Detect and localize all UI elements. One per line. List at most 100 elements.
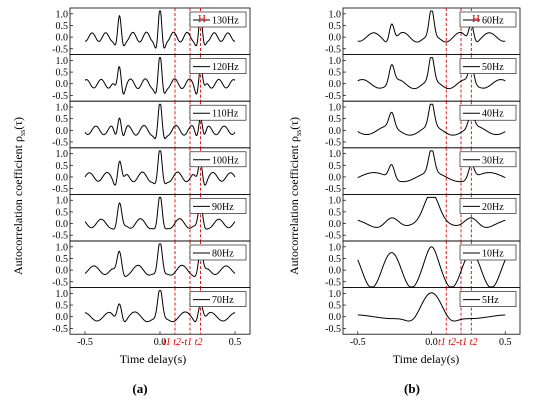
y-tick-label: 0.5 (56, 68, 69, 79)
series-line-60Hz (357, 10, 506, 43)
y-tick-label: -0.5 (325, 91, 341, 102)
y-tick-label: 0.5 (56, 207, 69, 218)
x-tick-label: -0.5 (350, 337, 366, 348)
legend-label: 90Hz (212, 202, 234, 213)
series-line-90Hz (84, 196, 236, 230)
y-tick-label: 1.0 (329, 103, 342, 114)
legend-label: 80Hz (212, 249, 234, 260)
subplot-110Hz: 1.00.50.0-0.5 110Hz (52, 100, 251, 148)
y-tick-label: 1.0 (56, 242, 69, 253)
y-tick-label: 0.0 (329, 172, 342, 183)
y-tick-label: 1.0 (329, 196, 342, 207)
series-line-100Hz (84, 150, 236, 186)
subplot-30Hz: 1.00.50.0-0.5 30Hz (325, 147, 521, 195)
x-tick-label: 0.0 (154, 337, 167, 348)
y-tick-label: 0.5 (56, 161, 69, 172)
y-tick-label: 1.0 (329, 149, 342, 160)
y-tick-label: 0.0 (329, 33, 342, 44)
subplot-90Hz: 1.00.50.0-0.5 90Hz (52, 193, 251, 242)
y-tick-label: -0.5 (52, 91, 68, 102)
y-tick-label: 0.0 (56, 126, 69, 137)
panel-b: 1.00.50.0-0.560Hz1.00.50.0-0.550Hz1.00.5… (325, 7, 521, 348)
subplot-100Hz: 1.00.50.0-0.5 100Hz (52, 147, 251, 195)
y-tick-label: 0.5 (56, 301, 69, 312)
series-line-80Hz (84, 243, 236, 277)
panel-a-ylabel: Autocorrelation coefficient ρss(τ) (11, 117, 27, 275)
series-line-50Hz (357, 57, 506, 90)
y-tick-label: -0.5 (325, 137, 341, 148)
legend-box (189, 11, 247, 28)
y-tick-label: -0.5 (52, 324, 68, 335)
series-line-70Hz (84, 290, 236, 323)
legend-box (189, 198, 247, 214)
y-tick-label: 0.5 (329, 207, 342, 218)
legend-label: 20Hz (482, 202, 504, 213)
legend-box (459, 151, 517, 168)
y-tick-label: 0.0 (329, 266, 342, 277)
series-line-120Hz (84, 57, 236, 95)
y-tick-label: 0.5 (329, 254, 342, 265)
y-tick-label: 0.5 (56, 254, 69, 265)
y-tick-label: 0.0 (329, 219, 342, 230)
y-tick-label: -0.5 (52, 277, 68, 288)
legend-box (459, 291, 517, 307)
series-line-5Hz (357, 292, 506, 322)
y-tick-label: -0.5 (52, 44, 68, 55)
panel-b-marker-labels: t1 t2-t1 t2 (438, 337, 477, 348)
y-tick-label: 1.0 (56, 289, 69, 300)
legend-box (189, 104, 247, 121)
panel-b-xlabel: Time delay(s) (393, 352, 460, 366)
y-tick-label: 0.0 (329, 312, 342, 323)
panel-a-label: (a) (132, 381, 147, 396)
y-tick-label: 1.0 (329, 289, 342, 300)
y-tick-label: 0.5 (56, 114, 69, 125)
panel-b-h-label: H (472, 13, 480, 25)
legend-box (459, 198, 517, 214)
legend-box (459, 11, 517, 28)
y-tick-label: 0.5 (329, 68, 342, 79)
panel-b-ylabel: Autocorrelation coefficient ρss(τ) (287, 117, 303, 275)
y-tick-label: 0.5 (329, 114, 342, 125)
panel-b-label: (b) (404, 381, 420, 396)
series-line-110Hz (84, 103, 236, 140)
legend-box (459, 58, 517, 74)
legend-label: 5Hz (482, 295, 499, 306)
y-tick-label: 1.0 (329, 56, 342, 67)
y-tick-label: -0.5 (325, 44, 341, 55)
x-tick-label: 0.5 (499, 337, 512, 348)
y-tick-label: -0.5 (325, 324, 341, 335)
y-tick-label: 0.5 (329, 21, 342, 32)
y-tick-label: 0.5 (329, 161, 342, 172)
legend-label: 110Hz (212, 109, 239, 120)
series-line-30Hz (357, 150, 506, 183)
subplot-120Hz: 1.00.50.0-0.5 120Hz (52, 54, 251, 102)
subplot-50Hz: 1.00.50.0-0.5 50Hz (325, 54, 521, 102)
y-tick-label: 1.0 (56, 103, 69, 114)
y-tick-label: 0.5 (329, 301, 342, 312)
y-tick-label: -0.5 (325, 277, 341, 288)
subplot-130Hz: 1.00.50.0-0.5 130Hz (52, 7, 251, 55)
legend-box (189, 151, 247, 168)
legend-label: 120Hz (212, 62, 239, 73)
panel-a: 1.00.50.0-0.5130Hz1.00.50.0-0.5120Hz1.00… (52, 7, 251, 348)
legend-label: 70Hz (212, 295, 234, 306)
legend-box (189, 291, 247, 307)
y-tick-label: 0.5 (56, 21, 69, 32)
y-tick-label: 0.0 (329, 126, 342, 137)
y-tick-label: -0.5 (52, 231, 68, 242)
x-tick-label: 0.0 (425, 337, 438, 348)
y-tick-label: 1.0 (56, 9, 69, 20)
y-tick-label: 1.0 (56, 56, 69, 67)
legend-box (459, 244, 517, 261)
legend-label: 50Hz (482, 62, 504, 73)
legend-label: 130Hz (212, 16, 239, 27)
y-tick-label: 1.0 (329, 9, 342, 20)
series-line-130Hz (84, 10, 236, 49)
panel-a-xlabel: Time delay(s) (120, 352, 187, 366)
y-tick-label: 1.0 (56, 196, 69, 207)
legend-label: 10Hz (482, 249, 504, 260)
panel-a-h-label: H (198, 13, 206, 25)
subplot-60Hz: 1.00.50.0-0.5 60Hz (325, 7, 521, 55)
y-tick-label: 0.0 (56, 172, 69, 183)
